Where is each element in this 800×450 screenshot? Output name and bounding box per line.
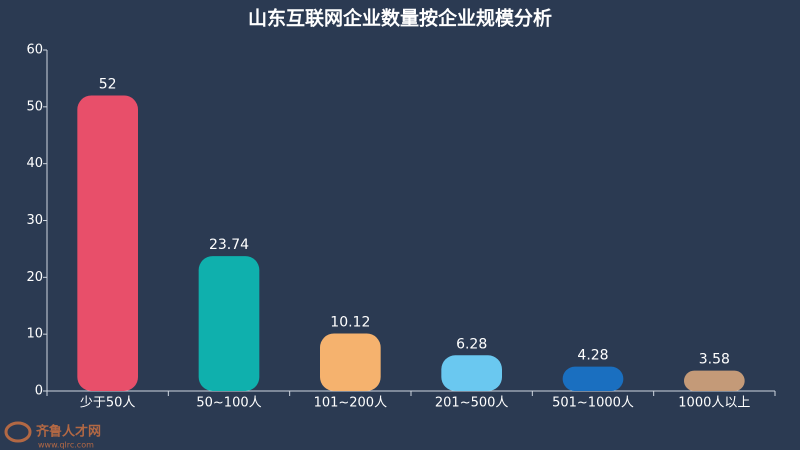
data-label: 10.12 <box>330 314 370 330</box>
x-tick-label: 50~100人 <box>196 396 261 411</box>
bar <box>198 256 260 391</box>
x-tick-label: 201~500人 <box>435 396 509 411</box>
watermark-icon <box>4 421 32 443</box>
bar <box>77 95 138 391</box>
y-tick-label: 60 <box>26 43 43 58</box>
bar <box>320 333 381 391</box>
y-tick-label: 50 <box>26 99 43 114</box>
x-tick-label: 101~200人 <box>314 396 388 411</box>
bar <box>684 370 745 391</box>
data-label: 4.28 <box>577 348 608 364</box>
y-tick-label: 20 <box>26 270 43 285</box>
data-label: 52 <box>99 76 117 92</box>
watermark-url: www.qlrc.com <box>38 441 94 450</box>
watermark: 齐鲁人才网 www.qlrc.com <box>4 421 101 450</box>
data-label: 23.74 <box>209 237 249 253</box>
data-label: 3.58 <box>699 352 730 368</box>
watermark-name: 齐鲁人才网 <box>36 424 101 440</box>
y-tick-label: 0 <box>35 384 43 399</box>
y-tick-label: 10 <box>26 327 43 342</box>
y-tick-label: 40 <box>26 156 43 171</box>
bar <box>441 355 502 391</box>
data-label: 6.28 <box>456 336 487 352</box>
x-tick-label: 501~1000人 <box>552 396 634 411</box>
y-tick-label: 30 <box>26 213 43 228</box>
x-tick-label: 少于50人 <box>80 396 136 411</box>
x-tick-label: 1000人以上 <box>678 396 750 411</box>
bar <box>562 366 624 391</box>
chart-title: 山东互联网企业数量按企业规模分析 <box>248 7 552 30</box>
